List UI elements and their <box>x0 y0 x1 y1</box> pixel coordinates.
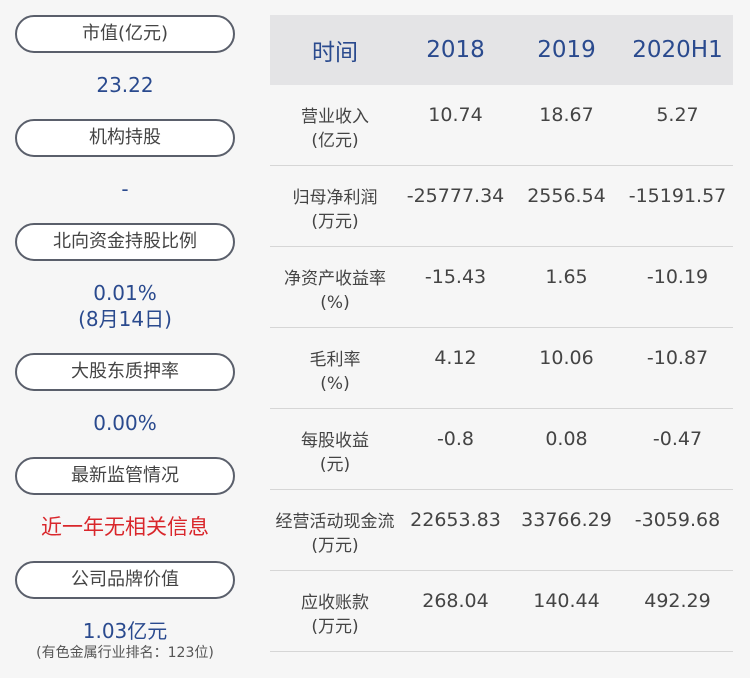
header-2018: 2018 <box>426 37 485 63</box>
institutional-value: - <box>121 177 129 201</box>
institutional-label: 机构持股 <box>15 119 235 157</box>
cell: -25777.34 <box>406 185 505 207</box>
header-2020h1: 2020H1 <box>632 37 723 63</box>
table-row: 经营活动现金流 (万元) 22653.83 33766.29 -3059.68 <box>270 490 733 571</box>
row-label: 毛利率 (%) <box>270 328 400 408</box>
header-time: 时间 <box>312 40 358 66</box>
cell: 4.12 <box>434 347 477 369</box>
table-row: 营业收入 (亿元) 10.74 18.67 5.27 <box>270 85 733 166</box>
left-panel: 市值(亿元) 23.22 机构持股 - 北向资金持股比例 0.01% (8月14… <box>0 0 250 678</box>
row-label: 营业收入 (亿元) <box>270 85 400 165</box>
table-header: 时间 2018 2019 2020H1 <box>270 15 733 85</box>
market-cap-value: 23.22 <box>96 73 154 97</box>
row-label-main: 毛利率 <box>309 350 361 370</box>
row-label-unit: (%) <box>320 374 350 394</box>
cell: -0.47 <box>652 428 703 450</box>
row-label-unit: (万元) <box>311 617 359 637</box>
cell: 33766.29 <box>521 509 612 531</box>
cell: -0.8 <box>436 428 475 450</box>
table-row: 归母净利润 (万元) -25777.34 2556.54 -15191.57 <box>270 166 733 247</box>
brand-label: 公司品牌价值 <box>15 561 235 599</box>
header-2019: 2019 <box>537 37 596 63</box>
row-label-unit: (亿元) <box>311 131 359 151</box>
northbound-value: 0.01% <box>93 281 157 305</box>
brand-note: (有色金属行业排名：123位) <box>36 645 214 661</box>
table-row: 每股收益 (元) -0.8 0.08 -0.47 <box>270 409 733 490</box>
cell: 5.27 <box>656 104 699 126</box>
cell: -15.43 <box>424 266 487 288</box>
cell: 18.67 <box>539 104 594 126</box>
row-label-unit: (%) <box>320 293 350 313</box>
northbound-date: (8月14日) <box>78 307 172 331</box>
table-row: 净资产收益率 (%) -15.43 1.65 -10.19 <box>270 247 733 328</box>
table-row: 毛利率 (%) 4.12 10.06 -10.87 <box>270 328 733 409</box>
row-label-unit: (万元) <box>311 212 359 232</box>
row-label-main: 经营活动现金流 <box>275 512 395 532</box>
cell: -10.87 <box>646 347 709 369</box>
row-label: 应收账款 (万元) <box>270 571 400 651</box>
row-label: 净资产收益率 (%) <box>270 247 400 327</box>
financial-table: 时间 2018 2019 2020H1 营业收入 (亿元) 10.74 18.67… <box>270 15 733 652</box>
row-label-main: 应收账款 <box>301 593 369 613</box>
cell: -10.19 <box>646 266 709 288</box>
market-cap-label: 市值(亿元) <box>15 15 235 53</box>
cell: 492.29 <box>644 590 711 612</box>
regulation-value: 近一年无相关信息 <box>41 515 209 539</box>
row-label: 归母净利润 (万元) <box>270 166 400 246</box>
cell: 22653.83 <box>410 509 501 531</box>
row-label-main: 净资产收益率 <box>284 269 386 289</box>
row-label: 经营活动现金流 (万元) <box>270 490 400 570</box>
cell: 10.74 <box>428 104 483 126</box>
table-row: 应收账款 (万元) 268.04 140.44 492.29 <box>270 571 733 652</box>
cell: -15191.57 <box>628 185 727 207</box>
northbound-label: 北向资金持股比例 <box>15 223 235 261</box>
cell: -3059.68 <box>634 509 721 531</box>
row-label-unit: (万元) <box>311 536 359 556</box>
pledge-label: 大股东质押率 <box>15 353 235 391</box>
cell: 140.44 <box>533 590 600 612</box>
regulation-label: 最新监管情况 <box>15 457 235 495</box>
row-label-main: 营业收入 <box>301 107 369 127</box>
cell: 268.04 <box>422 590 489 612</box>
cell: 1.65 <box>545 266 588 288</box>
cell: 10.06 <box>539 347 594 369</box>
row-label-main: 每股收益 <box>301 431 369 451</box>
row-label: 每股收益 (元) <box>270 409 400 489</box>
row-label-main: 归母净利润 <box>292 188 378 208</box>
cell: 0.08 <box>545 428 588 450</box>
row-label-unit: (元) <box>319 455 351 475</box>
brand-value: 1.03亿元 <box>82 619 168 643</box>
pledge-value: 0.00% <box>93 411 157 435</box>
cell: 2556.54 <box>527 185 606 207</box>
